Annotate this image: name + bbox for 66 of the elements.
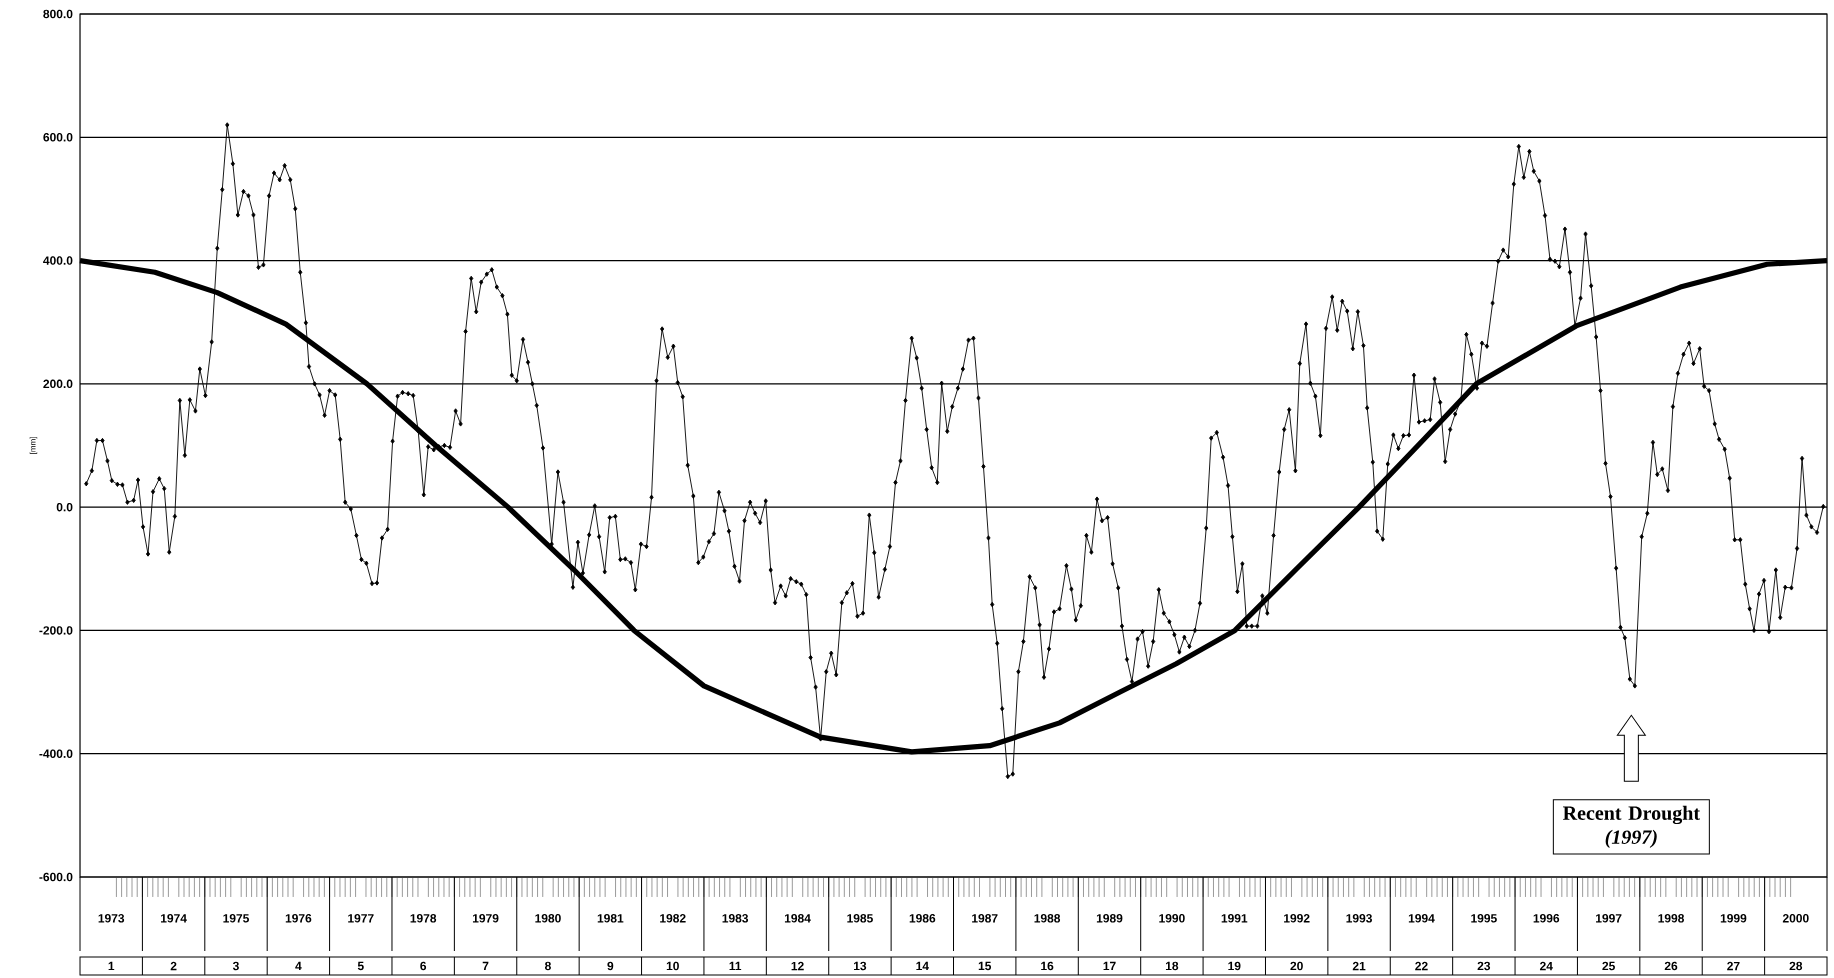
x2-tick-label: 15 xyxy=(978,961,992,971)
x-tick-label: 1977 xyxy=(348,914,374,923)
x2-tick-label: 5 xyxy=(357,961,364,971)
y-tick-label: 200.0 xyxy=(43,379,73,389)
x-tick-label: 1975 xyxy=(223,914,249,923)
x2-tick-label: 16 xyxy=(1041,961,1054,971)
x2-tick-label: 21 xyxy=(1352,961,1366,971)
x-tick-label: 1979 xyxy=(472,914,499,923)
x2-tick-label: 1 xyxy=(108,961,115,971)
x2-tick-label: 10 xyxy=(666,961,679,971)
x-tick-label: 1988 xyxy=(1034,914,1061,923)
x2-tick-label: 7 xyxy=(482,961,489,971)
x2-tick-label: 27 xyxy=(1727,961,1740,971)
x-tick-label: 1976 xyxy=(285,914,312,923)
x-tick-label: 1993 xyxy=(1346,914,1372,923)
x2-tick-label: 23 xyxy=(1477,961,1491,971)
x2-tick-label: 22 xyxy=(1415,961,1428,971)
x-tick-label: 1991 xyxy=(1221,914,1248,923)
annotation: Recent Drought (1997) xyxy=(1563,805,1700,848)
x-tick-label: 1985 xyxy=(847,914,873,923)
x-tick-label: 1974 xyxy=(161,914,187,923)
x2-tick-label: 28 xyxy=(1789,961,1803,971)
x-tick-label: 1982 xyxy=(660,914,686,923)
x-tick-label: 1998 xyxy=(1658,914,1684,923)
x2-tick-label: 14 xyxy=(916,961,929,971)
x-tick-label: 1996 xyxy=(1533,914,1560,923)
x2-tick-label: 2 xyxy=(170,961,177,971)
y-tick-label: -400.0 xyxy=(39,749,73,758)
y-tick-label: 800.0 xyxy=(43,9,73,19)
x-tick-label: 1978 xyxy=(410,914,437,923)
y-tick-label: -200.0 xyxy=(39,626,73,635)
x2-tick-label: 25 xyxy=(1602,961,1615,971)
x-tick-label: 1999 xyxy=(1720,914,1747,923)
x2-tick-label: 11 xyxy=(729,961,742,971)
x-tick-label: 2000 xyxy=(1782,914,1809,923)
y-axis-title: [mm] xyxy=(29,437,38,454)
x-tick-label: 1980 xyxy=(535,914,561,923)
x-tick-label: 1995 xyxy=(1471,914,1497,923)
x-tick-label: 1986 xyxy=(909,914,936,923)
x2-tick-label: 26 xyxy=(1664,961,1678,971)
x2-tick-label: 19 xyxy=(1228,961,1241,971)
x2-tick-label: 12 xyxy=(791,961,804,971)
x2-tick-label: 18 xyxy=(1165,961,1179,971)
y-tick-label: -600.0 xyxy=(39,872,73,882)
x2-tick-label: 17 xyxy=(1103,961,1116,971)
x2-tick-label: 13 xyxy=(854,961,867,971)
x-tick-label: 1990 xyxy=(1159,914,1185,923)
x2-tick-label: 8 xyxy=(545,961,551,971)
x-tick-label: 1973 xyxy=(98,914,125,923)
y-tick-label: 400.0 xyxy=(43,256,73,265)
x-tick-label: 1997 xyxy=(1596,914,1622,923)
x2-tick-label: 20 xyxy=(1290,961,1303,971)
x2-tick-label: 6 xyxy=(420,961,427,971)
y-tick-label: 0.0 xyxy=(56,502,73,512)
x-tick-label: 1984 xyxy=(784,914,811,923)
x-tick-label: 1989 xyxy=(1096,914,1123,923)
x2-tick-label: 24 xyxy=(1539,961,1553,971)
x-tick-label: 1981 xyxy=(597,914,624,923)
x2-tick-label: 3 xyxy=(232,961,239,971)
x-tick-label: 1992 xyxy=(1284,914,1310,923)
x2-tick-label: 4 xyxy=(295,961,302,971)
x2-tick-label: 9 xyxy=(607,961,614,971)
y-tick-label: 600.0 xyxy=(43,133,73,142)
x-tick-label: 1994 xyxy=(1408,914,1435,923)
x-tick-label: 1987 xyxy=(972,914,998,923)
x-tick-label: 1983 xyxy=(722,914,749,923)
